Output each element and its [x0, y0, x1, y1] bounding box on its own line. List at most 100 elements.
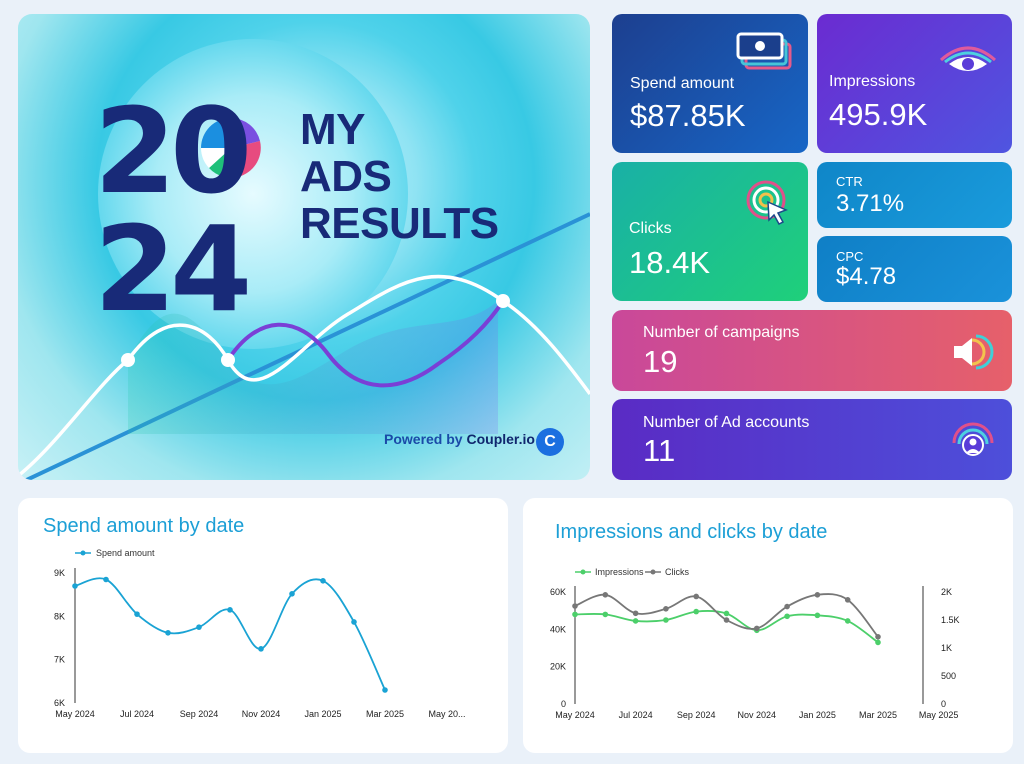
x-tick-label: Jan 2025 [799, 710, 836, 720]
data-point [693, 608, 699, 615]
x-tick-label: Sep 2024 [677, 710, 716, 720]
kpi-card-ad-accounts: Number of Ad accounts 11 [612, 399, 1012, 480]
data-point [258, 646, 264, 652]
money-stack-icon [736, 32, 792, 70]
data-point [784, 613, 790, 620]
y-left-tick-label: 20K [550, 662, 566, 672]
data-point [320, 578, 326, 584]
y-tick-label: 6K [54, 698, 65, 708]
data-point [723, 617, 730, 623]
data-point [572, 603, 578, 609]
hero-title-line: MY [300, 105, 365, 154]
kpi-label: CPC [836, 249, 864, 264]
data-point [754, 625, 760, 632]
y-left-tick-label: 40K [550, 624, 566, 634]
data-point [134, 611, 140, 617]
chart-panel-spend: Spend amount by date 9K 8K 7K 6K May 2024 Jul… [18, 498, 508, 753]
kpi-value: 3.71% [836, 190, 905, 217]
chart-title: Spend amount by date [43, 515, 245, 537]
y-right-tick-label: 0 [941, 699, 946, 709]
data-point [382, 687, 388, 693]
powered-by-prefix: Powered by [384, 431, 463, 447]
kpi-label: Number of campaigns [643, 324, 800, 341]
kpi-value: $4.78 [836, 263, 897, 290]
series-line-spend [74, 577, 386, 691]
kpi-label: Clicks [629, 220, 672, 237]
hero-title: MY ADS RESULTS [300, 106, 499, 247]
data-point [663, 606, 669, 612]
x-tick-label: May 20... [428, 709, 465, 719]
kpi-value: 495.9K [829, 97, 928, 132]
data-point [875, 639, 881, 646]
kpi-value: 18.4K [629, 245, 711, 280]
data-point [632, 610, 639, 617]
y-right-tick-label: 1K [941, 643, 952, 653]
kpi-card-ctr: CTR 3.71% [817, 162, 1012, 228]
hero-title-line: RESULTS [300, 199, 499, 248]
y-tick-label: 7K [54, 655, 65, 665]
data-point [875, 634, 881, 640]
data-point [103, 576, 109, 583]
chart-panel-impressions-clicks: Impressions and clicks by date 60K 40K 20K… [523, 498, 1013, 753]
data-point [572, 611, 578, 618]
x-tick-label: May 2024 [55, 709, 95, 719]
x-tick-label: Nov 2024 [738, 710, 777, 720]
data-point [784, 603, 790, 610]
data-point [663, 617, 669, 623]
x-tick-label: Jan 2025 [304, 709, 341, 719]
y-left-tick-label: 0 [561, 699, 566, 709]
kpi-label: Impressions [829, 73, 916, 90]
data-point [72, 583, 78, 589]
data-point [632, 618, 639, 624]
y-right-tick-label: 1.5K [941, 615, 960, 625]
kpi-card-cpc: CPC $4.78 [817, 236, 1012, 302]
wave-dot [121, 353, 135, 367]
cursor-click-icon [746, 180, 788, 225]
pie-chart-icon [201, 118, 261, 178]
user-broadcast-icon [952, 422, 994, 456]
kpi-label: Number of Ad accounts [643, 414, 810, 431]
data-point [196, 624, 202, 630]
kpi-label: CTR [836, 174, 863, 189]
y-left-tick-label: 60K [550, 587, 566, 597]
powered-by-brand[interactable]: Coupler.io [466, 431, 535, 447]
legend-label: Spend amount [96, 548, 155, 558]
y-tick-label: 8K [54, 611, 65, 621]
x-tick-label: Nov 2024 [242, 709, 281, 719]
x-tick-label: May 2024 [555, 710, 595, 720]
data-point [351, 619, 357, 625]
x-tick-label: Jul 2024 [120, 709, 154, 719]
hero-title-line: ADS [300, 152, 392, 201]
data-point [165, 630, 171, 636]
wave-dot [496, 294, 510, 308]
data-point [693, 593, 699, 600]
x-tick-label: Mar 2025 [859, 710, 897, 720]
chart-title: Impressions and clicks by date [555, 521, 828, 543]
data-point [289, 591, 295, 597]
data-point [844, 597, 851, 603]
kpi-card-spend: Spend amount $87.85K [612, 14, 808, 153]
data-point [844, 618, 851, 624]
legend-label: Impressions [595, 567, 644, 577]
wave-dot [221, 353, 235, 367]
kpi-value: 11 [643, 433, 676, 468]
kpi-card-impressions: Impressions 495.9K [817, 14, 1012, 153]
coupler-logo-icon[interactable]: C [536, 428, 564, 456]
x-tick-label: May 2025 [919, 710, 959, 720]
year-top-digits: 20 [94, 82, 252, 220]
data-point [723, 610, 730, 617]
kpi-card-clicks: Clicks 18.4K [612, 162, 808, 301]
x-tick-label: Jul 2024 [619, 710, 653, 720]
legend-label: Clicks [665, 567, 689, 577]
hero-banner: 20 24 MY ADS RESULTS Powered by Coupler.… [18, 14, 590, 480]
data-point [227, 607, 233, 613]
kpi-label: Spend amount [630, 75, 735, 92]
y-right-tick-label: 500 [941, 671, 956, 681]
y-tick-label: 9K [54, 568, 65, 578]
y-right-tick-label: 2K [941, 587, 952, 597]
kpi-card-campaigns: Number of campaigns 19 [612, 310, 1012, 391]
legend-marker [80, 550, 86, 556]
data-point [602, 592, 609, 598]
